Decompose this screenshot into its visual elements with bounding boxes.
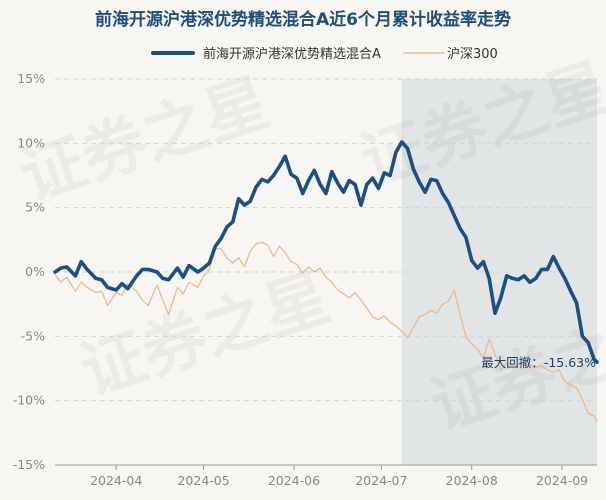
legend-label: 沪深300 bbox=[447, 46, 498, 62]
watermark-text: 证券之星 bbox=[12, 66, 278, 215]
y-axis: 15% 10% 5% 0% -5% -10% -15% bbox=[13, 71, 45, 472]
y-tick-label: -15% bbox=[13, 457, 45, 472]
x-tick-label: 2024-07 bbox=[355, 473, 407, 488]
y-tick-label: 15% bbox=[17, 71, 45, 86]
chart-title: 前海开源沪港深优势精选混合A近6个月累计收益率走势 bbox=[95, 9, 511, 30]
max-drawdown-value: -15.63% bbox=[544, 355, 596, 370]
gridlines bbox=[55, 78, 597, 402]
legend: 前海开源沪港深优势精选混合A 沪深300 bbox=[151, 46, 498, 62]
y-tick-label: -10% bbox=[13, 393, 45, 408]
max-drawdown-caption: 最大回撤： bbox=[481, 355, 544, 370]
watermark-text: 证券之星 bbox=[72, 261, 338, 410]
y-tick-label: 10% bbox=[17, 135, 45, 150]
y-tick-label: 0% bbox=[25, 264, 45, 279]
y-tick-label: -5% bbox=[21, 328, 45, 343]
x-tick-label: 2024-06 bbox=[268, 473, 320, 488]
x-tick-label: 2024-05 bbox=[177, 473, 229, 488]
legend-label: 前海开源沪港深优势精选混合A bbox=[203, 46, 381, 62]
series-line-fund bbox=[53, 140, 599, 364]
series bbox=[53, 140, 599, 422]
x-tick-label: 2024-08 bbox=[446, 473, 498, 488]
x-tick-label: 2024-09 bbox=[536, 473, 588, 488]
y-tick-label: 5% bbox=[25, 200, 45, 215]
max-drawdown-label: 最大回撤：-15.63% bbox=[481, 355, 596, 370]
series-line-csi300 bbox=[54, 241, 598, 422]
x-axis: 2024-04 2024-05 2024-06 2024-07 2024-08 2024-… bbox=[90, 465, 588, 488]
x-tick-label: 2024-04 bbox=[90, 473, 142, 488]
